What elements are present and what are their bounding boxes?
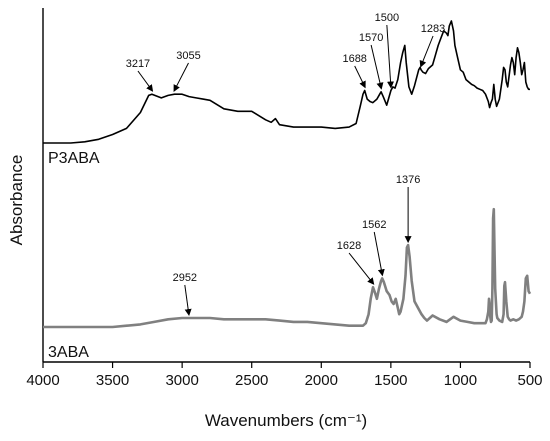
annotation-label: 1283 [421, 23, 445, 35]
annotation-label: 3217 [126, 58, 150, 70]
series-label-3aba: 3ABA [48, 344, 89, 361]
x-tick-label: 2500 [235, 372, 268, 389]
x-tick-label: 1000 [444, 372, 477, 389]
annotation-arrow [184, 284, 192, 317]
annotation-arrow [370, 44, 384, 90]
annotation-label: 1376 [396, 174, 420, 186]
x-tick-label: 1500 [374, 372, 407, 389]
annotation-label: 1562 [362, 219, 386, 231]
annotation-label: 2952 [173, 272, 197, 284]
annotation-label: 1628 [337, 240, 361, 252]
series-line-3aba [43, 207, 532, 329]
annotation-arrow [137, 70, 154, 92]
x-tick-label: 2000 [305, 372, 338, 389]
annotation-arrow [354, 65, 366, 89]
series-label-p3aba: P3ABA [48, 150, 100, 167]
annotation-arrow [386, 24, 395, 89]
series-line-p3aba [43, 20, 530, 144]
annotation-label: 1500 [375, 12, 399, 24]
x-tick-label: 3500 [96, 372, 129, 389]
series-group: P3ABA 3ABA [43, 20, 532, 361]
annotation-arrow [173, 62, 189, 92]
annotation-arrow [373, 231, 385, 277]
annotation-label: 1570 [359, 32, 383, 44]
annotation-label: 3055 [176, 50, 200, 62]
y-axis-title: Absorbance [7, 155, 26, 246]
annotation-arrow [348, 252, 375, 285]
x-tick-label: 500 [517, 372, 542, 389]
x-axis-title: Wavenumbers (cm⁻¹) [205, 411, 367, 430]
annotation-label: 1688 [342, 53, 366, 65]
x-tick-label: 3000 [165, 372, 198, 389]
x-tick-label: 4000 [26, 372, 59, 389]
axes: 4000 3500 3000 2500 2000 1500 1000 500 [26, 8, 543, 389]
annotation-arrow [419, 35, 434, 68]
